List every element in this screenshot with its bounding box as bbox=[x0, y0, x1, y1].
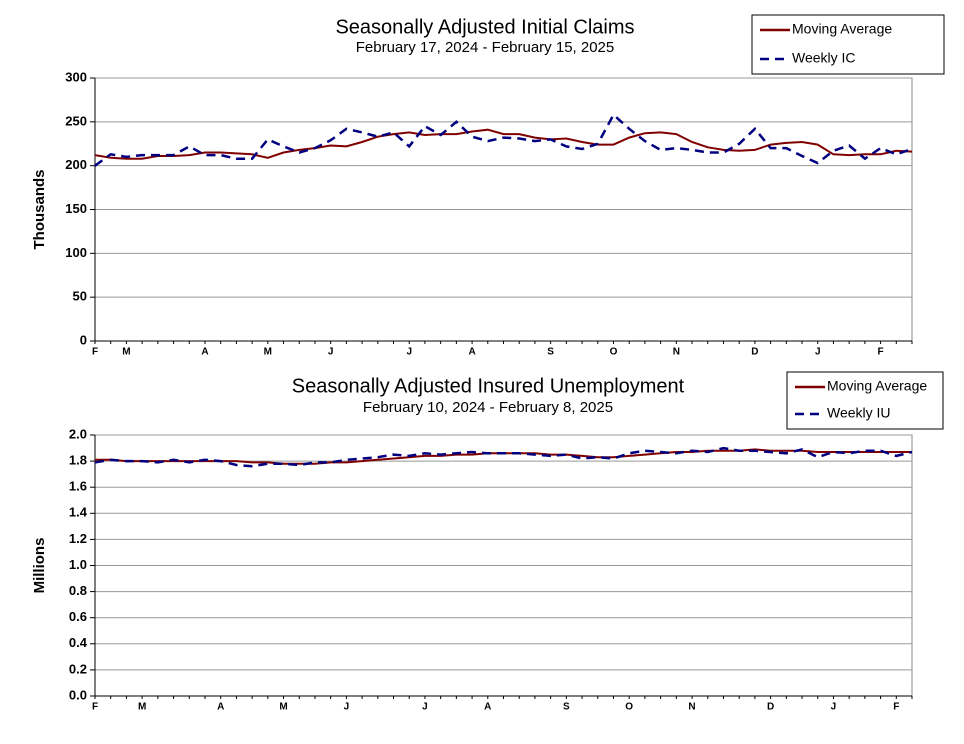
y-tick-label: 0.6 bbox=[69, 609, 87, 624]
y-axis-label: Millions bbox=[31, 538, 48, 594]
legend-box bbox=[786, 371, 944, 430]
y-tick-label: 250 bbox=[65, 113, 87, 128]
y-tick-label: 1.6 bbox=[69, 479, 87, 494]
x-tick-label: J bbox=[328, 347, 334, 358]
x-tick-label: M bbox=[264, 347, 272, 358]
x-tick-label: J bbox=[406, 347, 412, 358]
y-tick-label: 150 bbox=[65, 201, 87, 216]
y-tick-label: 0.8 bbox=[69, 583, 87, 598]
x-tick-label: O bbox=[610, 347, 618, 358]
y-tick-label: 2.0 bbox=[69, 426, 87, 441]
y-tick-label: 200 bbox=[65, 157, 87, 172]
legend-label: Weekly IU bbox=[827, 405, 891, 421]
series-line bbox=[94, 446, 913, 468]
x-tick-label: F bbox=[92, 702, 98, 713]
x-tick-label: M bbox=[122, 347, 130, 358]
x-tick-label: J bbox=[831, 702, 837, 713]
x-tick-label: A bbox=[201, 347, 208, 358]
x-tick-label: O bbox=[625, 702, 633, 713]
legend-label: Weekly IC bbox=[792, 50, 856, 66]
x-tick-label: A bbox=[484, 702, 491, 713]
x-tick-label: J bbox=[344, 702, 350, 713]
y-tick-label: 0.2 bbox=[69, 661, 87, 676]
legend-box bbox=[751, 14, 945, 75]
y-tick-label: 0 bbox=[80, 332, 87, 347]
x-tick-label: J bbox=[422, 702, 428, 713]
chart-title: Seasonally Adjusted Insured Unemployment bbox=[292, 375, 685, 397]
x-tick-label: J bbox=[815, 347, 821, 358]
chart-subtitle: February 17, 2024 - February 15, 2025 bbox=[356, 39, 615, 56]
y-tick-label: 0.0 bbox=[69, 687, 87, 702]
x-tick-label: M bbox=[138, 702, 146, 713]
y-tick-label: 1.8 bbox=[69, 453, 87, 468]
y-tick-label: 1.0 bbox=[69, 557, 87, 572]
y-tick-label: 1.2 bbox=[69, 531, 87, 546]
y-tick-label: 0.4 bbox=[69, 635, 88, 650]
x-tick-label: A bbox=[468, 347, 475, 358]
x-tick-label: F bbox=[878, 347, 884, 358]
x-tick-label: N bbox=[688, 702, 695, 713]
x-tick-label: F bbox=[92, 347, 98, 358]
y-axis-label: Thousands bbox=[31, 169, 48, 249]
chart-title: Seasonally Adjusted Initial Claims bbox=[335, 16, 634, 38]
series-line bbox=[94, 112, 913, 167]
chart-subtitle: February 10, 2024 - February 8, 2025 bbox=[363, 399, 613, 416]
x-tick-label: A bbox=[217, 702, 224, 713]
x-tick-label: M bbox=[279, 702, 287, 713]
y-tick-label: 1.4 bbox=[69, 505, 88, 520]
series-line bbox=[94, 128, 913, 160]
x-tick-label: D bbox=[767, 702, 774, 713]
y-tick-label: 300 bbox=[65, 69, 87, 84]
legend-label: Moving Average bbox=[827, 378, 927, 394]
x-tick-label: D bbox=[751, 347, 758, 358]
y-tick-label: 50 bbox=[73, 289, 87, 304]
legend-label: Moving Average bbox=[792, 21, 892, 37]
x-tick-label: S bbox=[547, 347, 554, 358]
x-tick-label: N bbox=[673, 347, 680, 358]
y-tick-label: 100 bbox=[65, 245, 87, 260]
x-tick-label: S bbox=[563, 702, 570, 713]
x-tick-label: F bbox=[893, 702, 899, 713]
